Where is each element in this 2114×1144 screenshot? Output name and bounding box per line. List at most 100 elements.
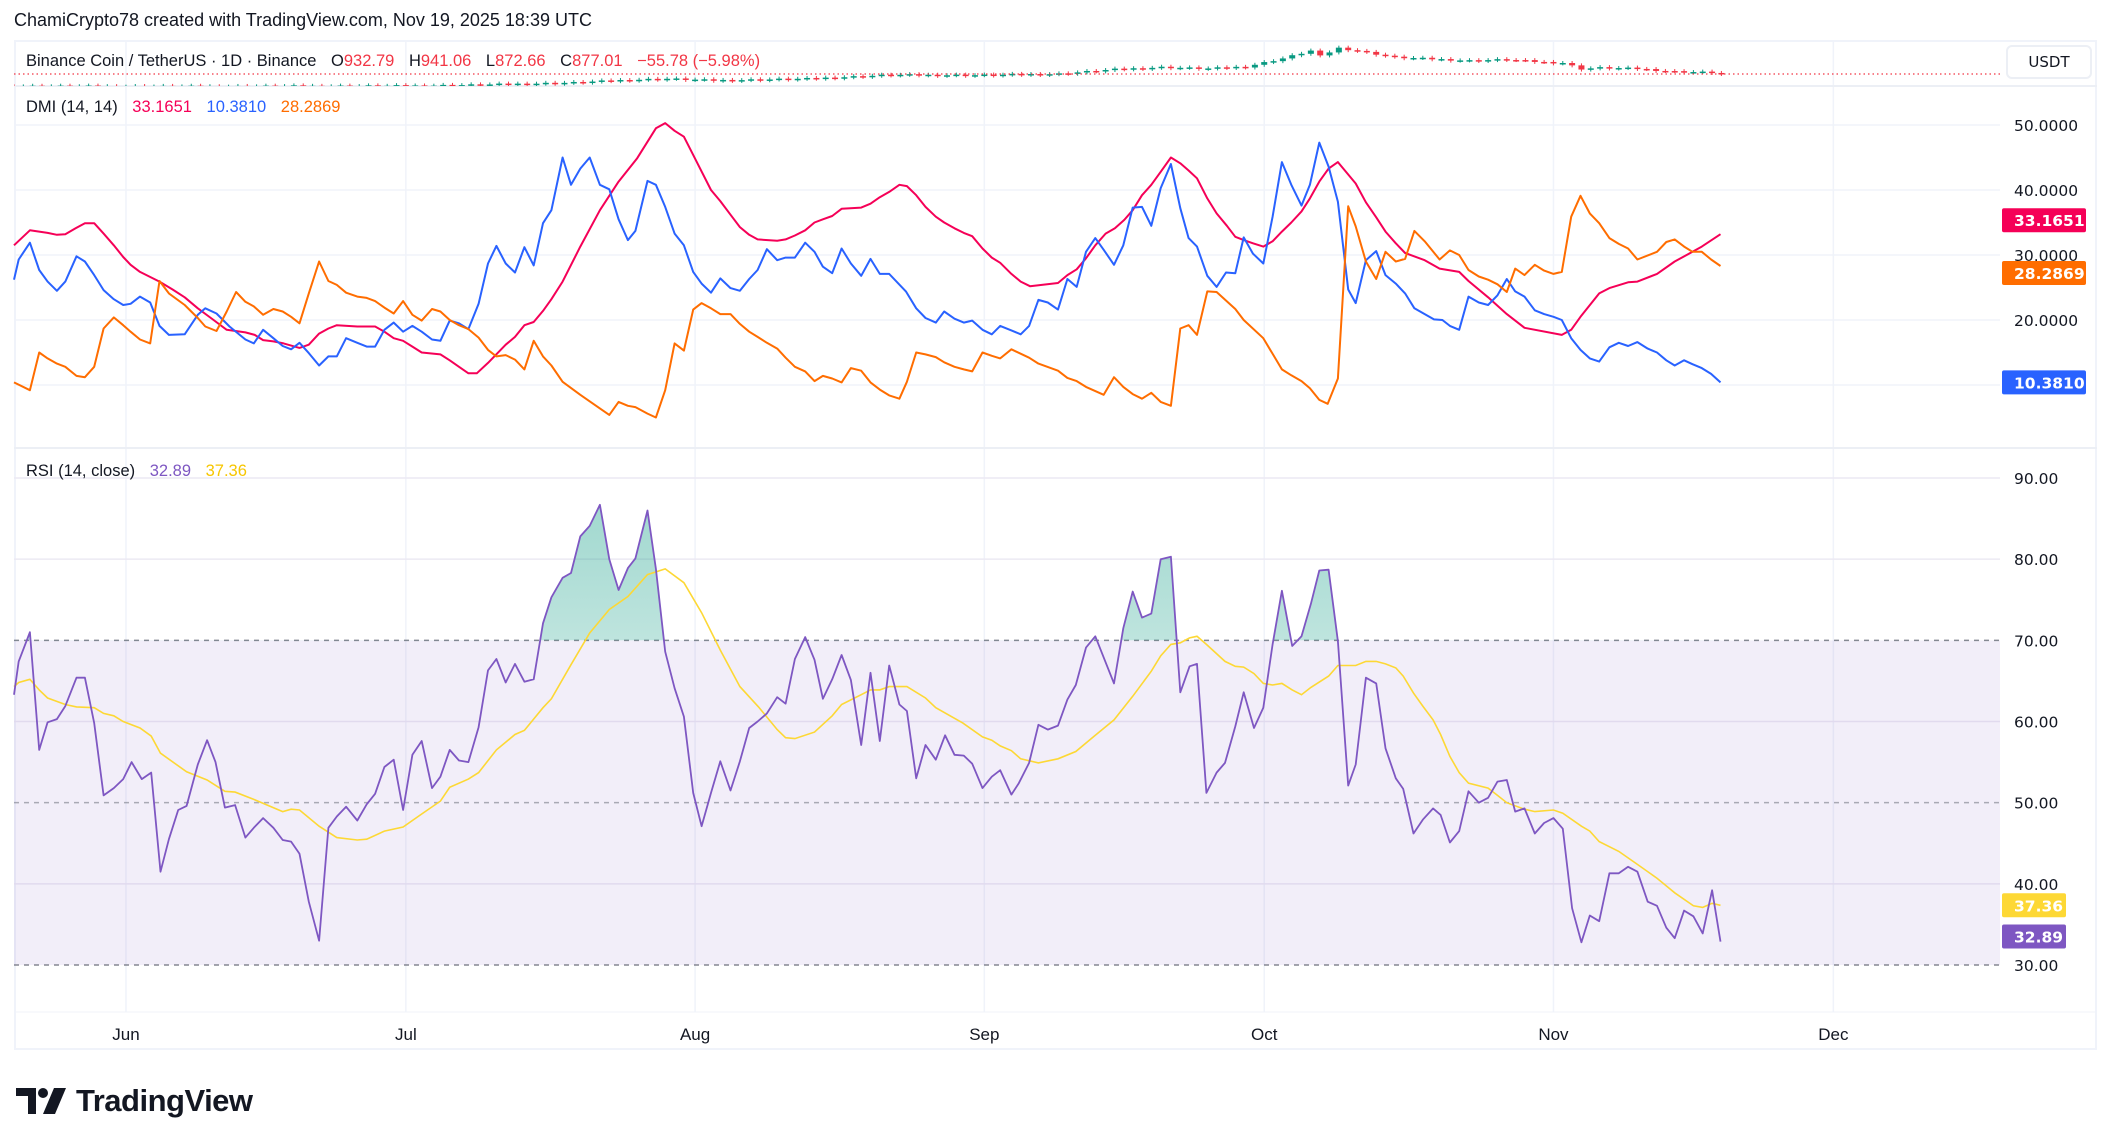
low-label: L: [485, 52, 496, 70]
candle-body: [1578, 65, 1585, 70]
candle-body: [1289, 55, 1296, 59]
tradingview-logo[interactable]: TradingView: [16, 1083, 253, 1119]
candle-body: [1093, 70, 1100, 73]
candle-body: [1214, 67, 1221, 69]
candle-body: [197, 85, 204, 86]
candle-body: [1419, 57, 1426, 60]
rsi-ma-line: [13, 568, 1721, 909]
candle-body: [664, 78, 671, 81]
candle-body: [1438, 59, 1445, 61]
candle-body: [598, 80, 605, 82]
candle-body: [1671, 71, 1678, 73]
dmi-di-line: [13, 141, 1722, 384]
candle-body: [617, 80, 624, 82]
candle-body: [934, 74, 941, 77]
candle-body: [692, 79, 699, 82]
candle-body: [860, 76, 867, 78]
candle-body: [1681, 71, 1688, 73]
candle-body: [1699, 71, 1706, 74]
candle-body: [1615, 68, 1622, 70]
time-axis-label-jul: Jul: [395, 1025, 417, 1044]
candle-body: [346, 85, 353, 86]
rsi-value-tag-text: 32.89: [2014, 929, 2063, 947]
candle-body: [514, 83, 521, 86]
candle-body: [1233, 66, 1240, 69]
candle-body: [1643, 68, 1650, 71]
candle-body: [1195, 67, 1202, 69]
candle-body: [1662, 70, 1669, 73]
chart-credit: ChamiCrypto78 created with TradingView.c…: [14, 10, 592, 30]
candle-body: [1466, 60, 1473, 62]
candle-body: [626, 80, 633, 82]
minus-di-value-tag: [2002, 261, 2086, 286]
candle-body: [468, 84, 475, 86]
candle-body: [738, 80, 745, 82]
candle-body: [430, 85, 437, 86]
candle-body: [1653, 69, 1660, 71]
open-value: 932.79: [343, 52, 395, 70]
rsi-title[interactable]: RSI (14, close): [26, 462, 136, 480]
candle-body: [1177, 67, 1184, 70]
candle-body: [822, 77, 829, 80]
candle-body: [412, 85, 419, 86]
candle-body: [1261, 62, 1268, 65]
candle-body: [66, 85, 73, 86]
dmi-axis-label: 50.0000: [2014, 117, 2078, 135]
rsi-axis-label: 90.00: [2014, 470, 2058, 488]
plus-di-value-tag: [2002, 370, 2086, 395]
symbol-title[interactable]: Binance Coin / TetherUS · 1D · Binance: [26, 52, 317, 70]
rsi-axis-label: 30.00: [2014, 957, 2058, 975]
candle-body: [505, 83, 512, 86]
time-axis-label-nov: Nov: [1538, 1025, 1569, 1044]
candle-body: [1550, 61, 1557, 64]
rsi-legend[interactable]: RSI (14, close) 32.89 37.36: [26, 462, 247, 481]
candle-body: [160, 85, 167, 86]
candle-body: [999, 74, 1006, 77]
candle-body: [29, 85, 36, 86]
dmi-title[interactable]: DMI (14, 14): [26, 98, 118, 116]
time-axis-label-aug: Aug: [680, 1025, 710, 1044]
candle-body: [710, 79, 717, 81]
candle-body: [1522, 60, 1529, 62]
symbol-legend[interactable]: Binance Coin / TetherUS · 1D · Binance O…: [26, 52, 760, 71]
candle-body: [673, 78, 680, 80]
candle-body: [1223, 67, 1230, 69]
candle-body: [878, 74, 885, 77]
plus-di-value-tag-text: 10.3810: [2014, 374, 2085, 392]
candle-body: [272, 85, 279, 86]
candle-body: [1139, 68, 1146, 70]
candle-body: [570, 81, 577, 84]
candle-body: [524, 83, 531, 86]
candle-body: [813, 77, 820, 80]
candle-body: [496, 83, 503, 86]
candle-body: [1513, 60, 1520, 62]
rsi-axis-label: 40.00: [2014, 876, 2058, 894]
candle-body: [953, 74, 960, 77]
candle-body: [1149, 67, 1156, 70]
candle-body: [1569, 63, 1576, 66]
candle-body: [1475, 60, 1482, 62]
candle-body: [1690, 72, 1697, 74]
candle-body: [1121, 68, 1128, 71]
candle-body: [234, 85, 241, 86]
candle-body: [906, 74, 913, 76]
time-axis-label-jun: Jun: [112, 1025, 139, 1044]
rsi-ma-value: 37.36: [205, 462, 247, 480]
candle-body: [1587, 68, 1594, 70]
candle-body: [1634, 67, 1641, 70]
candle-body: [1111, 68, 1118, 71]
candle-body: [169, 85, 176, 86]
dmi-minus-di-value: 28.2869: [280, 98, 341, 116]
dmi-legend[interactable]: DMI (14, 14) 33.1651 10.3810 28.2869: [26, 98, 340, 117]
candle-body: [1186, 67, 1193, 69]
candle-body: [486, 84, 493, 86]
candle-body: [682, 78, 689, 80]
candle-body: [384, 85, 391, 86]
candle-body: [38, 85, 45, 86]
candle-body: [300, 85, 307, 86]
currency-button[interactable]: USDT: [2006, 45, 2092, 79]
candle-body: [1298, 53, 1305, 56]
candle-body: [757, 79, 764, 81]
candle-body: [85, 85, 92, 86]
